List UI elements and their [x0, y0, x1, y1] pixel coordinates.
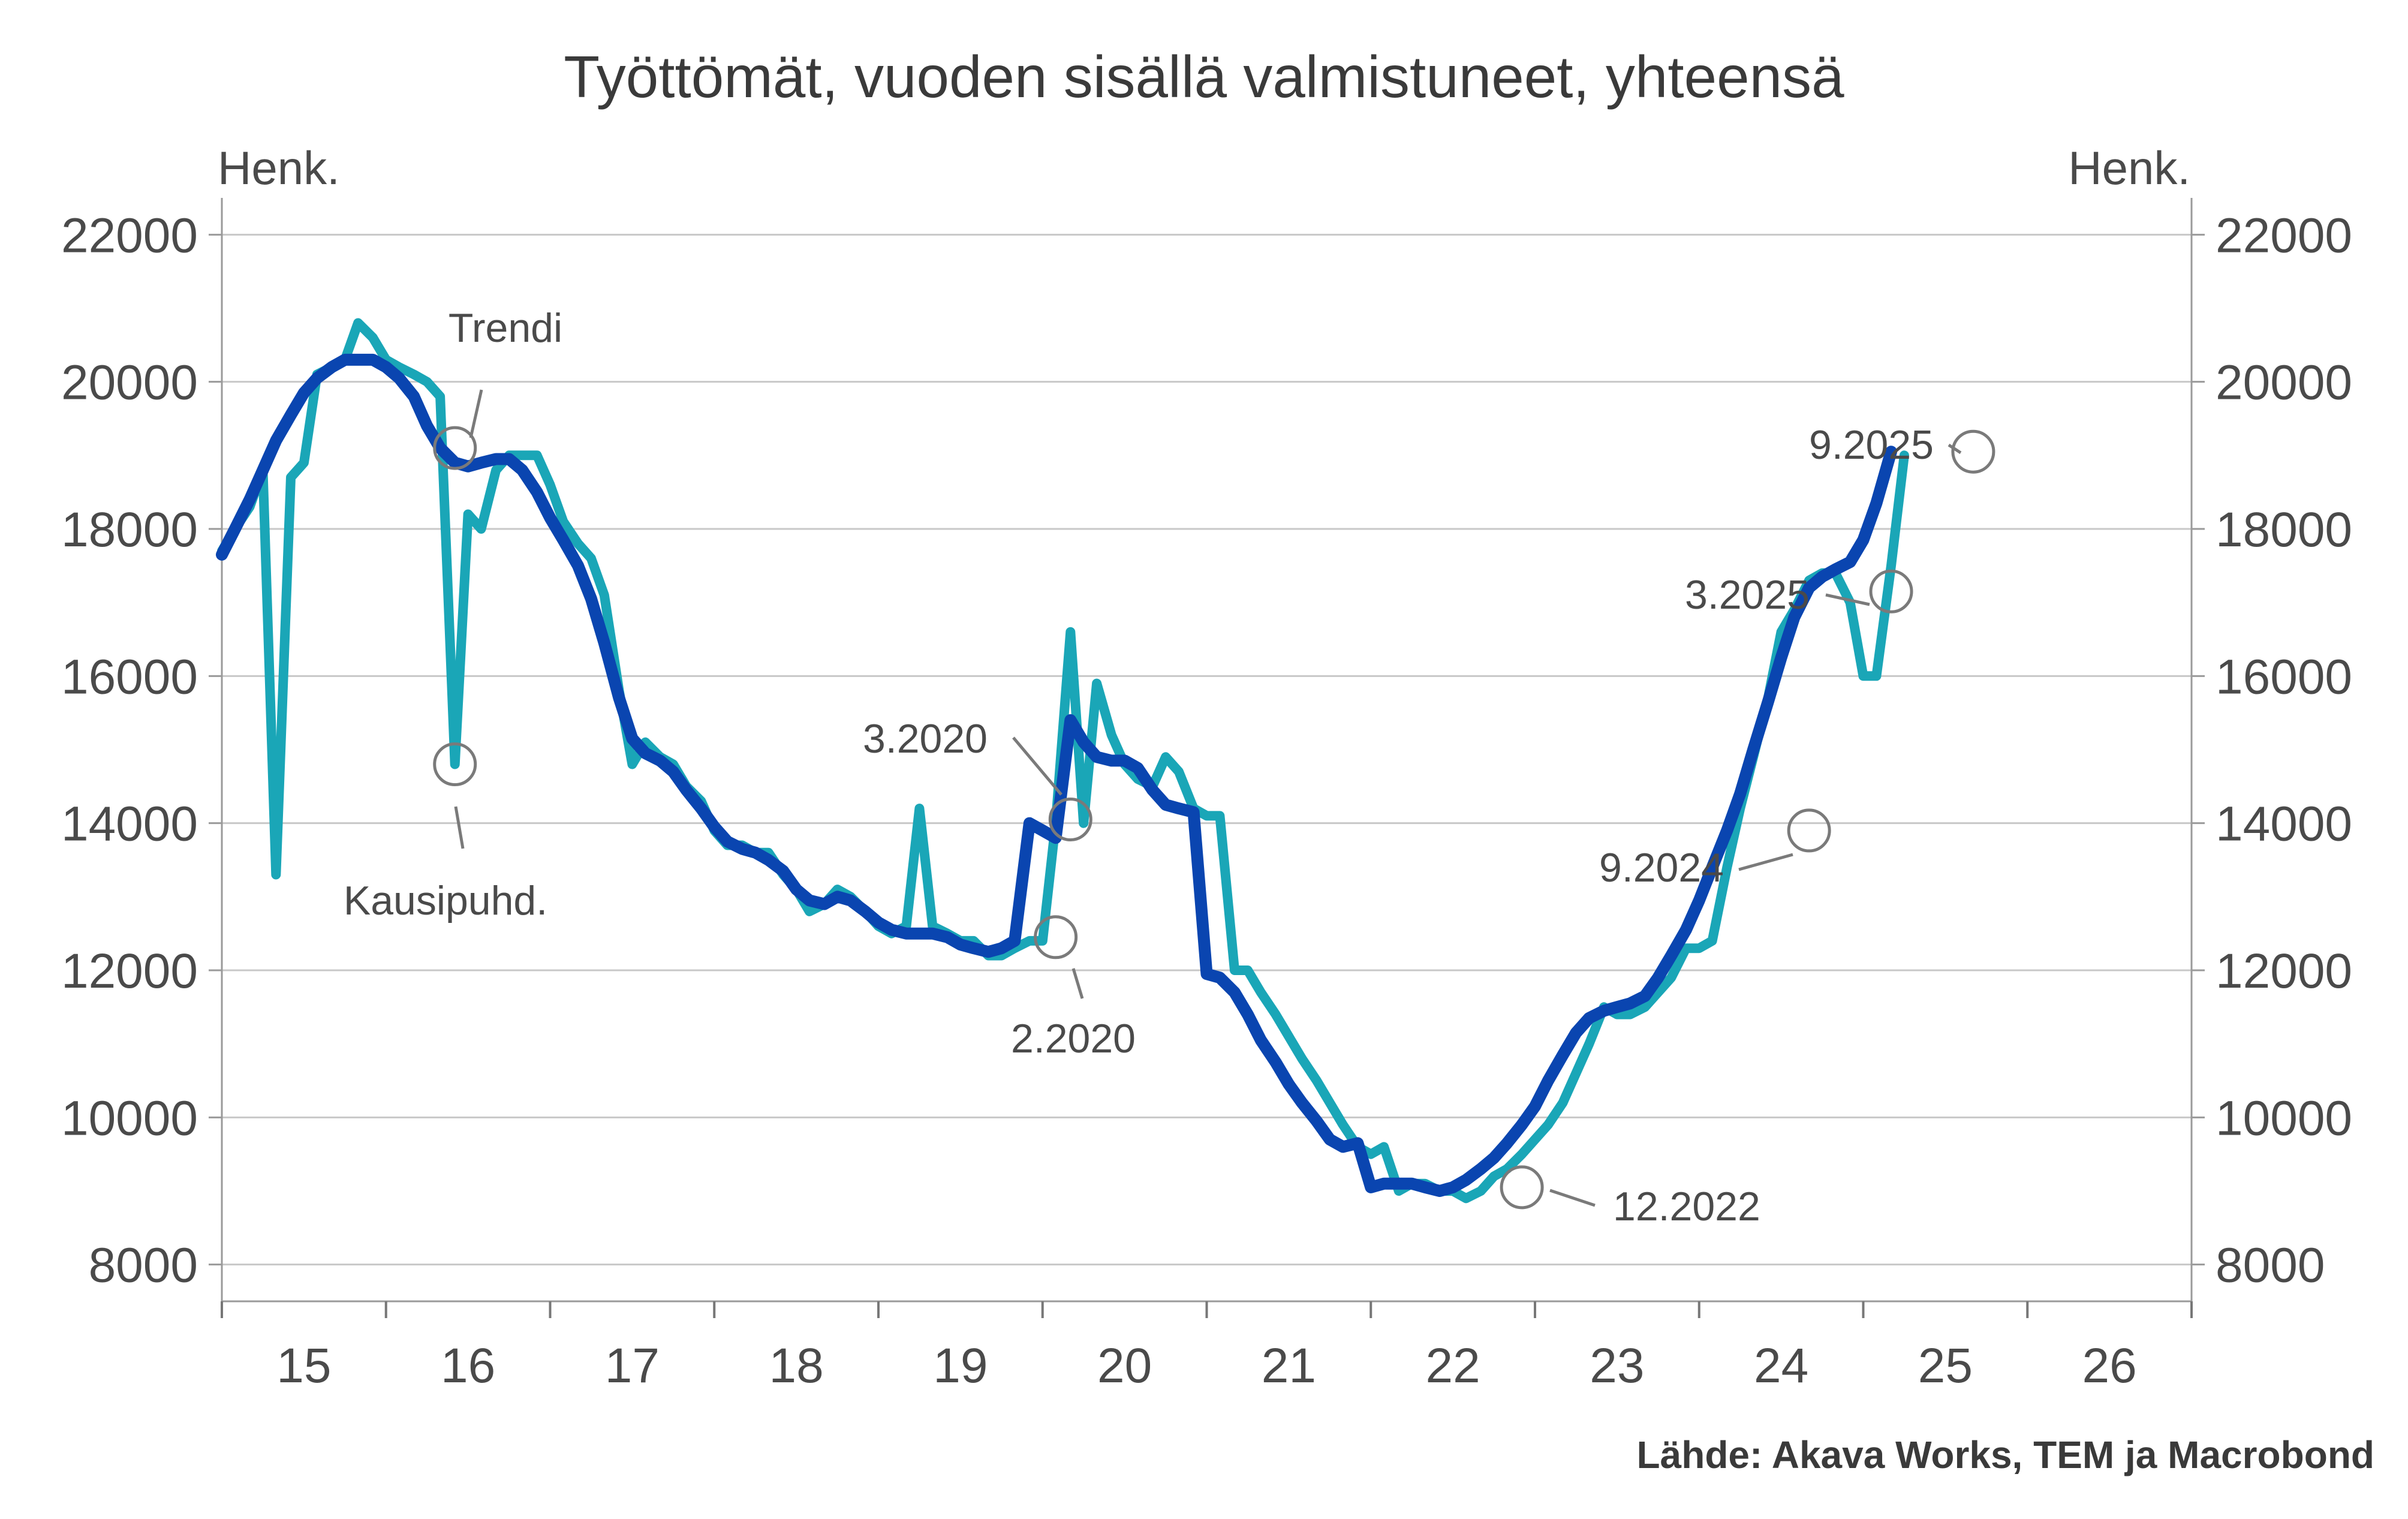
- x-tick-label: 21: [1262, 1338, 1316, 1393]
- annotation-marker: [1869, 569, 1913, 613]
- y-ticks-left: 8000 10000 12000 14000 16000 18000 20000 22000: [61, 208, 222, 1293]
- x-tick-label: 23: [1590, 1338, 1644, 1393]
- annotation-label: 3.2025: [1685, 572, 1810, 618]
- x-tick-label: 17: [605, 1338, 660, 1393]
- annotation-marker: [1951, 429, 1995, 474]
- y-tick-label-left: 16000: [61, 649, 198, 704]
- series: [216, 318, 1909, 1204]
- y-tick-label-right: 8000: [2216, 1238, 2325, 1293]
- annotation-label: 9.2024: [1599, 845, 1724, 891]
- annotation-marker: [433, 742, 477, 787]
- annotation-marker: [1048, 798, 1092, 842]
- annotation-label: Trendi: [449, 305, 562, 351]
- annotation-label: 12.2022: [1613, 1184, 1760, 1229]
- x-tick-label: 16: [441, 1338, 495, 1393]
- annotation-label: 3.2020: [863, 716, 988, 762]
- annotation-leader: [1948, 443, 1962, 455]
- annotations: Trendi Kausipuhd. 3.2020 2.2020 12.2022 9.202…: [344, 305, 1995, 1229]
- y-tick-label-right: 14000: [2216, 797, 2352, 852]
- x-tick-label: 22: [1426, 1338, 1480, 1393]
- annotation-leader: [1012, 736, 1062, 796]
- y-tick-label-right: 12000: [2216, 944, 2352, 998]
- x-tick-label: 20: [1097, 1338, 1152, 1393]
- x-tick-label: 26: [2082, 1338, 2137, 1393]
- axes: [221, 198, 2193, 1303]
- x-tick-label: 24: [1754, 1338, 1808, 1393]
- annotation-leader: [1549, 1189, 1596, 1207]
- y-tick-label-right: 18000: [2216, 503, 2352, 557]
- x-tick-label: 19: [933, 1338, 988, 1393]
- y-axis-unit-left: Henk.: [218, 142, 340, 194]
- y-ticks-right: 8000 10000 12000 14000 16000 18000 20000 22000: [2192, 208, 2352, 1293]
- annotation-marker: [1034, 915, 1078, 959]
- y-axis-unit-right: Henk.: [2068, 142, 2190, 194]
- chart-title: Työttömät, vuoden sisällä valmistuneet, …: [564, 44, 1844, 110]
- y-tick-label-left: 14000: [61, 797, 198, 852]
- x-tick-label: 25: [1918, 1338, 1973, 1393]
- annotation-marker: [1500, 1165, 1544, 1210]
- y-tick-label-left: 18000: [61, 503, 198, 557]
- y-tick-label-left: 20000: [61, 356, 198, 410]
- y-tick-label-right: 22000: [2216, 208, 2352, 263]
- annotation-label: 2.2020: [1011, 1016, 1136, 1061]
- y-tick-label-left: 10000: [61, 1091, 198, 1145]
- annotation-marker: [433, 426, 477, 470]
- y-tick-label-right: 16000: [2216, 649, 2352, 704]
- annotation-label: Kausipuhd.: [344, 878, 547, 924]
- x-tick-label: 15: [276, 1338, 331, 1393]
- y-tick-label-left: 12000: [61, 944, 198, 998]
- annotation-leader: [469, 389, 483, 438]
- annotation-leader: [1738, 853, 1793, 871]
- source-note: Lähde: Akava Works, TEM ja Macrobond: [1637, 1433, 2374, 1476]
- annotation-leader: [454, 806, 465, 849]
- y-tick-label-right: 20000: [2216, 356, 2352, 410]
- y-tick-label-left: 8000: [89, 1238, 198, 1293]
- x-ticks: 15 16 17 18 19 20 21 22 23 24 25 26: [221, 1301, 2193, 1393]
- gridlines: [222, 233, 2192, 1266]
- annotation-marker: [1787, 808, 1831, 853]
- x-tick-label: 18: [769, 1338, 824, 1393]
- annotation-label: 9.2025: [1809, 422, 1934, 468]
- y-tick-label-right: 10000: [2216, 1091, 2352, 1145]
- annotation-leader: [1071, 968, 1084, 999]
- y-tick-label-left: 22000: [61, 208, 198, 263]
- annotation-leader: [1825, 593, 1870, 606]
- series-line-trendi: [216, 353, 1897, 1197]
